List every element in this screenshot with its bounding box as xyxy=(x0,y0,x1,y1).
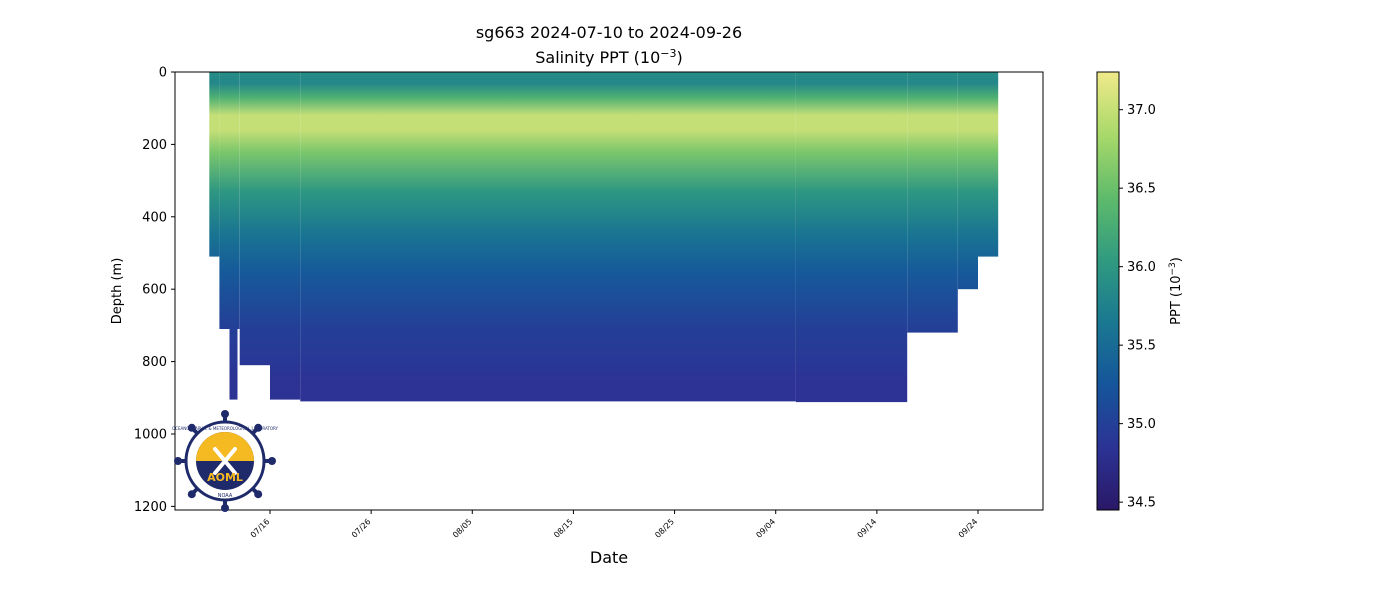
salinity-column-6 xyxy=(270,72,301,400)
wheel-handle xyxy=(187,423,196,432)
y-tick-label: 200 xyxy=(142,138,167,153)
wheel-handle xyxy=(221,410,229,418)
x-axis-label: Date xyxy=(590,548,628,567)
y-axis-label: Depth (m) xyxy=(110,258,125,325)
y-tick-label: 600 xyxy=(142,283,167,298)
wheel-handle xyxy=(174,457,182,465)
salinity-column-7 xyxy=(300,72,796,402)
wheel-handle xyxy=(254,490,263,499)
wheel-handle xyxy=(254,423,263,432)
wheel-handle xyxy=(221,504,229,512)
colorbar-tick-label: 34.5 xyxy=(1127,496,1156,511)
x-tick-label: 09/24 xyxy=(957,517,980,540)
colorbar: 34.5 35.0 35.5 36.0 36.5 37.0 PPT (10−3) xyxy=(1096,71,1184,511)
plot-area: 0 200 400 600 800 1000 1200 07/16 07/26 08/05 08/… xyxy=(134,66,1044,540)
colorbar-scale xyxy=(1096,71,1120,511)
colorbar-tick-label: 35.0 xyxy=(1127,417,1156,432)
colorbar-label: PPT (10−3) xyxy=(1168,257,1184,325)
salinity-heatmap xyxy=(209,72,999,403)
x-tick-label: 08/25 xyxy=(653,517,676,540)
chart-title: sg663 2024-07-10 to 2024-09-26 xyxy=(476,23,742,42)
x-tick-label: 09/14 xyxy=(856,517,879,540)
salinity-column-8 xyxy=(795,72,908,403)
logo-ring-text: OCEANOGRAPHIC & METEOROLOGICAL LABORATOR… xyxy=(172,426,278,431)
x-tick-label: 09/04 xyxy=(754,517,777,540)
salinity-column-1 xyxy=(209,72,220,257)
logo-org-text: NOAA xyxy=(218,493,233,499)
x-axis: 07/16 07/26 08/05 08/15 08/25 09/04 09/14 09/24 xyxy=(249,510,980,540)
salinity-column-2 xyxy=(219,72,230,329)
y-tick-label: 800 xyxy=(142,355,167,370)
y-tick-label: 1000 xyxy=(134,427,167,442)
y-tick-label: 400 xyxy=(142,210,167,225)
salinity-column-10 xyxy=(957,72,978,290)
colorbar-tick-label: 36.0 xyxy=(1127,260,1156,275)
colorbar-tick-label: 37.0 xyxy=(1127,103,1156,118)
y-tick-label: 1200 xyxy=(134,500,167,515)
x-tick-label: 07/16 xyxy=(249,517,272,540)
salinity-column-11 xyxy=(978,72,999,257)
x-tick-label: 08/15 xyxy=(552,517,575,540)
salinity-column-9 xyxy=(907,72,958,333)
aoml-logo: AOML OCEANOGRAPHIC & METEOROLOGICAL LABO… xyxy=(172,410,279,512)
salinity-column-5 xyxy=(239,72,270,366)
y-tick-label: 0 xyxy=(159,66,167,81)
x-tick-label: 07/26 xyxy=(350,517,373,540)
colorbar-ticks: 34.5 35.0 35.5 36.0 36.5 37.0 xyxy=(1119,103,1156,511)
wheel-handle xyxy=(268,457,276,465)
salinity-column-4 xyxy=(229,72,240,329)
chart-subtitle: Salinity PPT (10−3) xyxy=(535,47,683,67)
logo-name: AOML xyxy=(207,471,243,484)
colorbar-tick-label: 36.5 xyxy=(1127,182,1156,197)
x-tick-label: 08/05 xyxy=(451,517,474,540)
wheel-handle xyxy=(187,490,196,499)
y-axis: 0 200 400 600 800 1000 1200 xyxy=(134,66,175,515)
colorbar-tick-label: 35.5 xyxy=(1127,339,1156,354)
plot-frame xyxy=(174,71,1044,511)
